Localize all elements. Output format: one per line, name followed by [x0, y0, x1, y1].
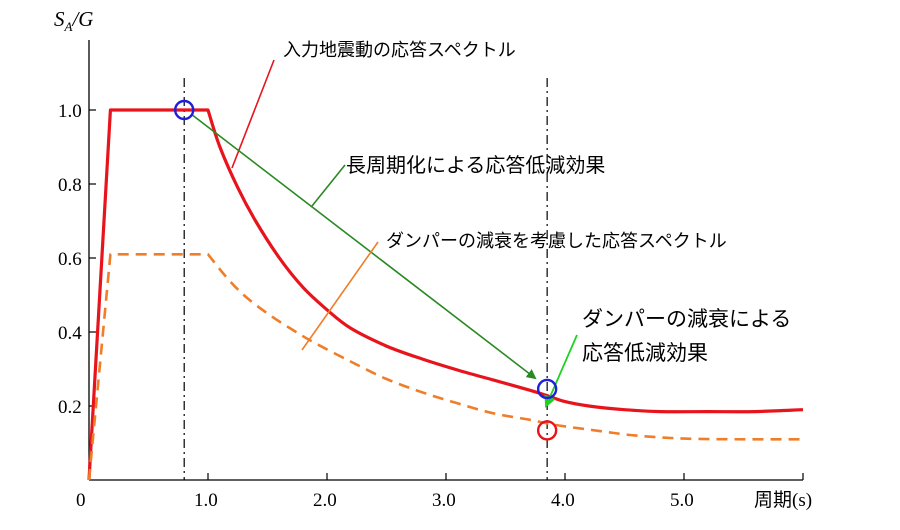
y-axis-label: SA/G — [54, 7, 93, 34]
annotation-period-shift: 長周期化による応答低減効果 — [346, 153, 605, 177]
annotation-leaders — [190, 59, 578, 408]
y-tick-label: 1.0 — [58, 101, 82, 122]
annotation-damped-spectrum: ダンパーの減衰を考慮した応答スペクトル — [386, 231, 727, 252]
leader-input-spectrum — [231, 59, 275, 169]
x-tick-label: 3.0 — [432, 490, 456, 511]
reference-period-lines — [183, 78, 548, 480]
leader-damped-spectrum — [301, 241, 379, 351]
annotation-damping-effect-line2: 応答低減効果 — [582, 341, 708, 365]
y-tick-label: 0.8 — [58, 175, 82, 196]
tick-marks: 0.2 0.4 0.6 0.8 1.0 1.0 2.0 3.0 4.0 5.0 — [58, 101, 804, 511]
annotation-damping-effect-line1: ダンパーの減衰による — [582, 307, 791, 331]
leader-green-label — [311, 164, 346, 207]
marker-circle-p3 — [536, 420, 558, 441]
origin-label: 0 — [76, 490, 86, 511]
x-tick-label: 5.0 — [670, 490, 694, 511]
marker-circles — [173, 99, 558, 441]
x-tick-label: 2.0 — [313, 490, 337, 511]
spectrum-curves — [87, 108, 804, 481]
x-tick-label: 4.0 — [551, 490, 575, 511]
y-tick-label: 0.4 — [58, 323, 82, 344]
y-tick-label: 0.6 — [58, 249, 82, 270]
x-tick-label: 1.0 — [194, 490, 218, 511]
marker-circle-p1 — [173, 99, 195, 121]
annotation-input-spectrum: 入力地震動の応答スペクトル — [283, 40, 516, 61]
y-tick-label: 0.2 — [58, 397, 82, 418]
damped-spectrum-curve — [87, 253, 804, 481]
arrow-period-shift — [190, 113, 537, 380]
x-axis-label: 周期(s) — [754, 489, 812, 511]
marker-circle-p2 — [536, 378, 558, 400]
arrow-damping-effect — [544, 334, 578, 408]
input-spectrum-curve — [87, 108, 804, 481]
